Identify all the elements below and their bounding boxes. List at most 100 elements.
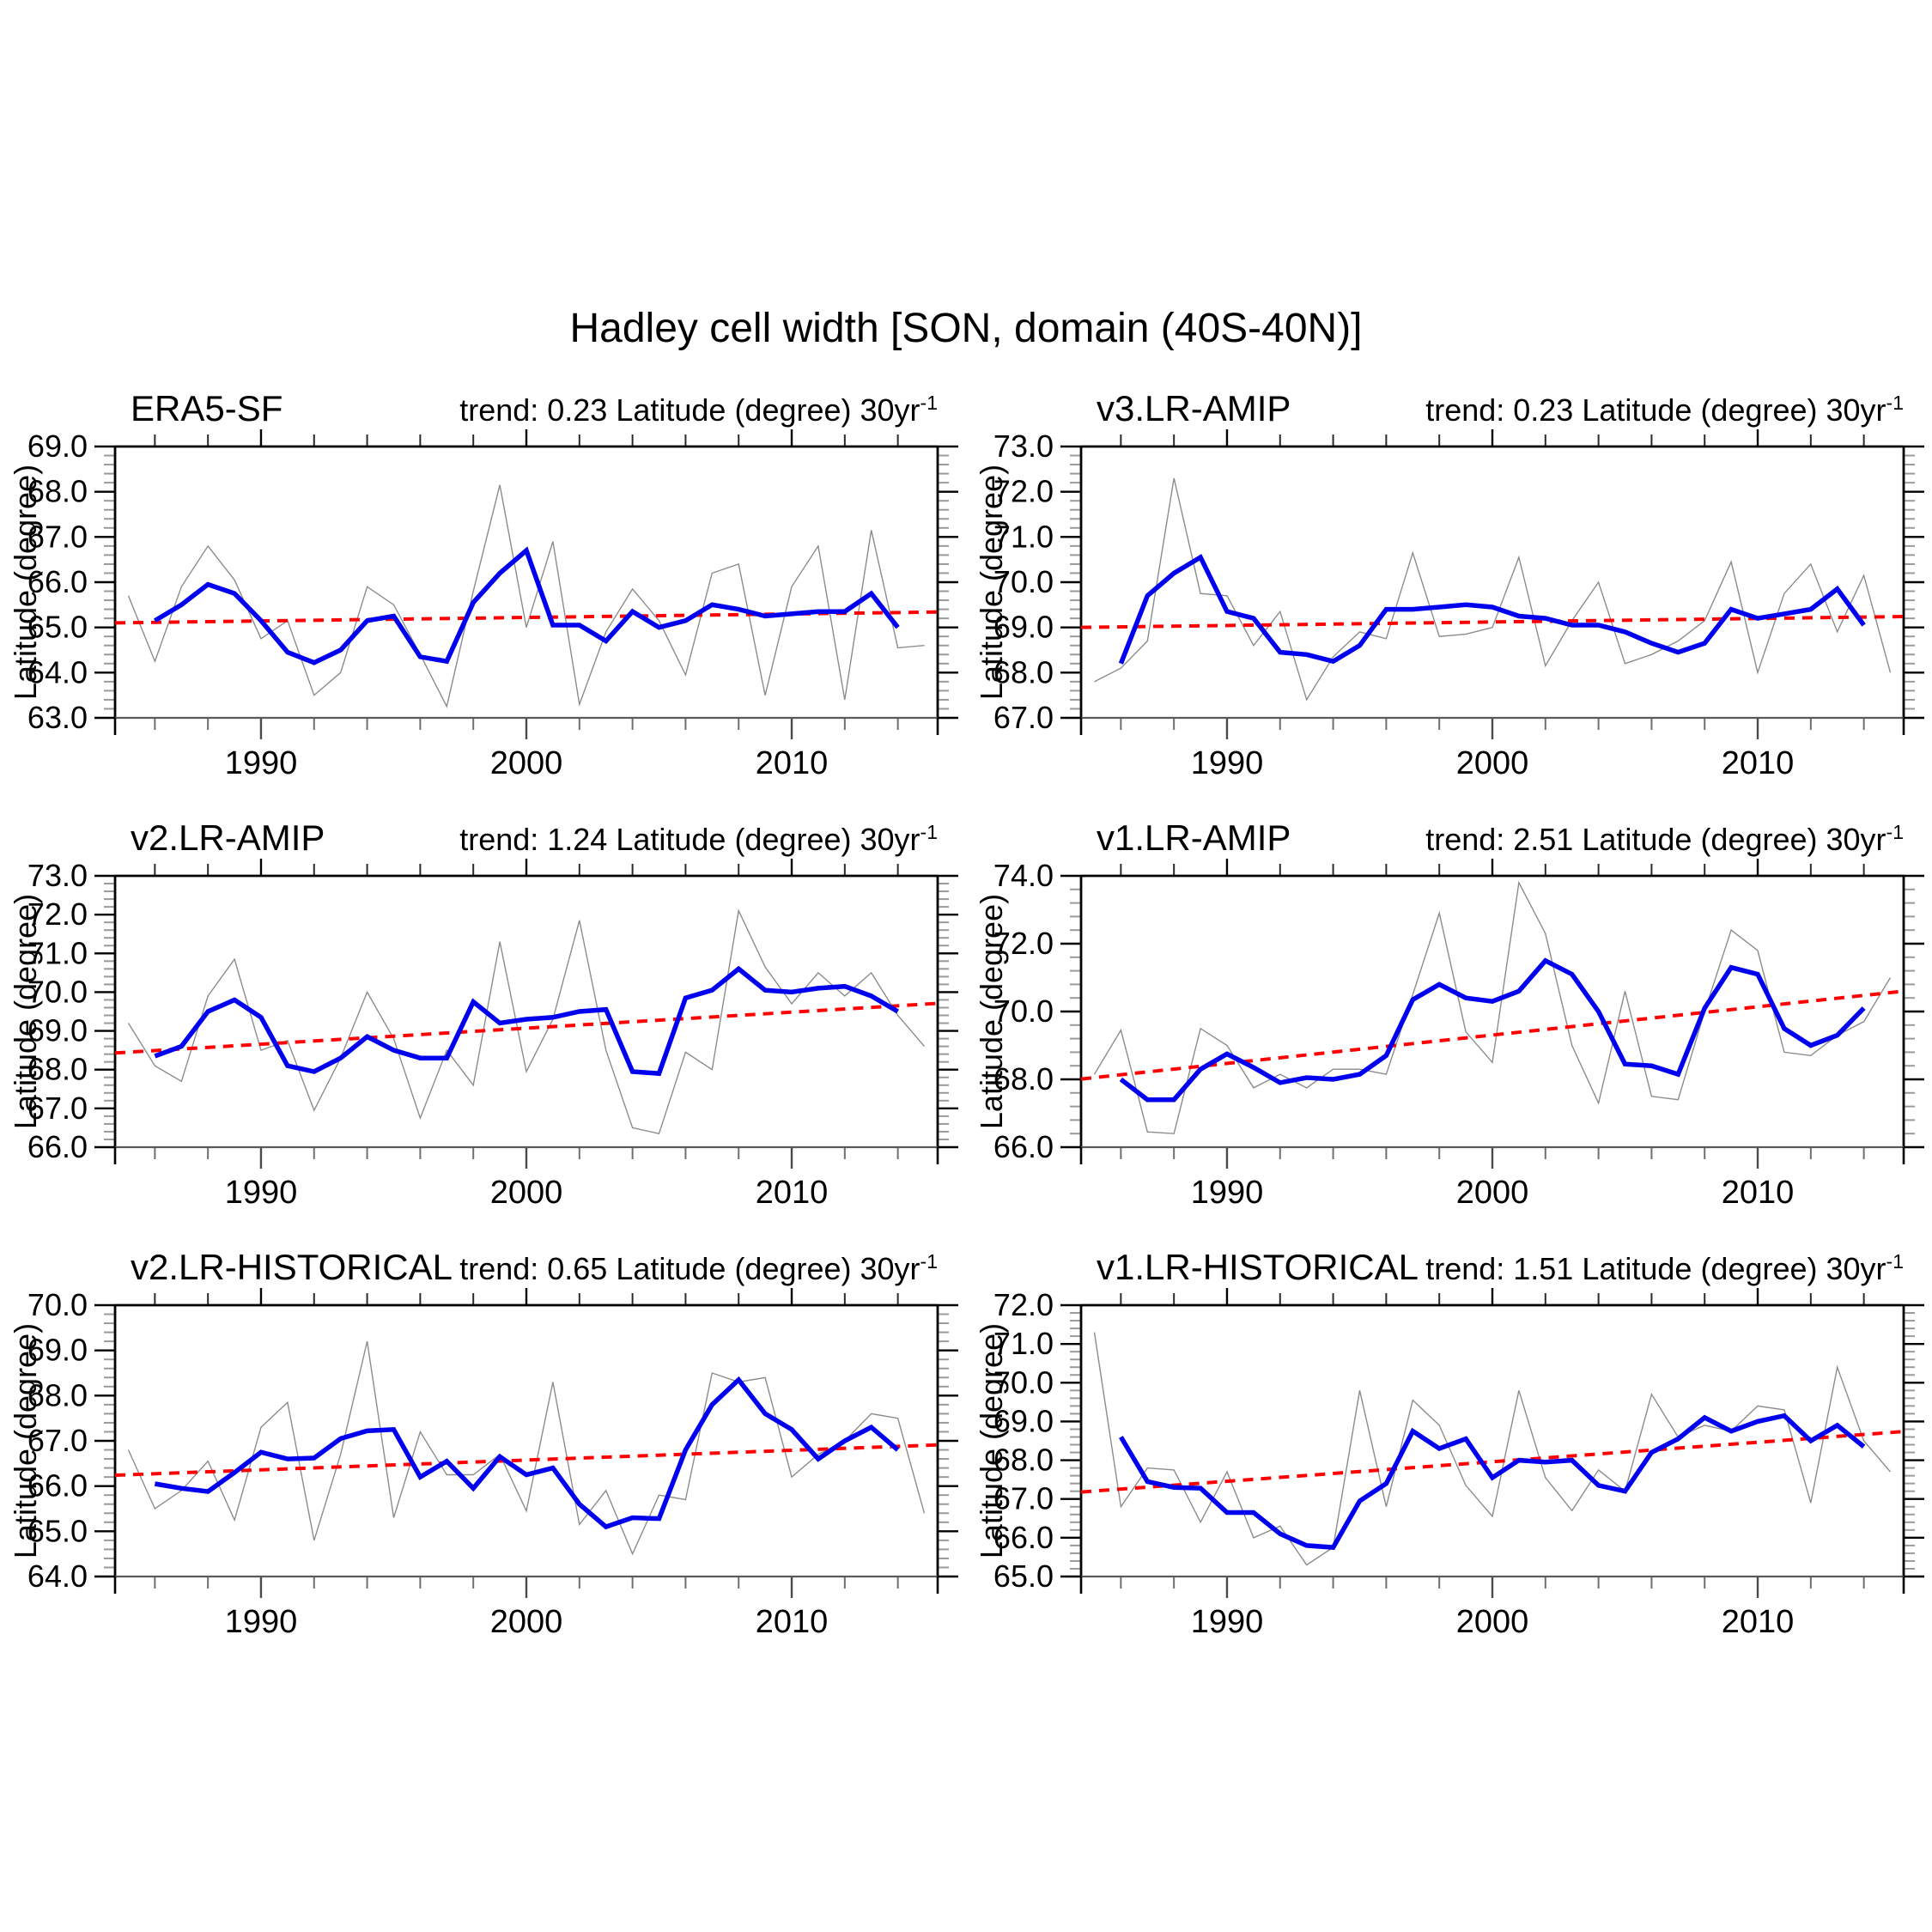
panel-header: v2.LR-AMIP trend: 1.24 Latitude (degree)… <box>131 817 938 859</box>
svg-text:2000: 2000 <box>490 1604 563 1640</box>
svg-text:67.0: 67.0 <box>27 1091 88 1126</box>
svg-text:73.0: 73.0 <box>27 859 88 893</box>
svg-text:69.0: 69.0 <box>27 429 88 464</box>
svg-text:65.0: 65.0 <box>993 1558 1054 1594</box>
trend-text: trend: 2.51 Latitude (degree) 30yr <box>1425 822 1886 857</box>
svg-text:71.0: 71.0 <box>27 935 88 970</box>
svg-text:1990: 1990 <box>1191 1604 1264 1640</box>
panel-trend-label: trend: 0.23 Latitude (degree) 30yr-1 <box>459 392 938 428</box>
svg-text:68.0: 68.0 <box>993 1443 1054 1478</box>
svg-text:68.0: 68.0 <box>27 1377 88 1413</box>
svg-text:70.0: 70.0 <box>993 564 1054 599</box>
trend-exponent: -1 <box>920 392 938 414</box>
svg-text:2010: 2010 <box>1722 1604 1795 1640</box>
panel-v2-lr-amip: v2.LR-AMIP trend: 1.24 Latitude (degree)… <box>0 807 966 1236</box>
svg-text:73.0: 73.0 <box>993 429 1054 464</box>
svg-text:66.0: 66.0 <box>27 1468 88 1504</box>
chart-canvas-v1-lr-historical: 65.066.0 67.068.0 69.070.071.0 72.0 1990 2000… <box>993 1288 1924 1640</box>
svg-text:65.0: 65.0 <box>27 1513 88 1548</box>
svg-text:68.0: 68.0 <box>993 654 1054 690</box>
svg-text:69.0: 69.0 <box>27 1013 88 1048</box>
svg-text:72.0: 72.0 <box>993 474 1054 509</box>
svg-text:2010: 2010 <box>756 1175 829 1211</box>
svg-text:66.0: 66.0 <box>993 1129 1054 1164</box>
svg-text:1990: 1990 <box>1191 745 1264 781</box>
panel-trend-label: trend: 0.65 Latitude (degree) 30yr-1 <box>459 1250 938 1287</box>
panel-v2-lr-historical: v2.LR-HISTORICAL trend: 0.65 Latitude (d… <box>0 1236 966 1666</box>
svg-text:1990: 1990 <box>225 1175 298 1211</box>
panel-header: v3.LR-AMIP trend: 0.23 Latitude (degree)… <box>1097 388 1904 429</box>
svg-text:71.0: 71.0 <box>993 1326 1054 1361</box>
svg-text:72.0: 72.0 <box>993 926 1054 961</box>
trend-exponent: -1 <box>1886 1250 1904 1273</box>
svg-text:66.0: 66.0 <box>27 1129 88 1164</box>
svg-text:65.0: 65.0 <box>27 610 88 645</box>
chart-canvas-v2-lr-historical: 64.0 65.0 66.0 67.0 68.0 69.0 70.0 1990 2000 2010 <box>27 1288 958 1640</box>
svg-text:1990: 1990 <box>1191 1175 1264 1211</box>
panel-trend-label: trend: 1.51 Latitude (degree) 30yr-1 <box>1425 1250 1904 1287</box>
svg-text:70.0: 70.0 <box>27 1288 88 1322</box>
trend-exponent: -1 <box>920 821 938 843</box>
svg-text:72.0: 72.0 <box>993 1288 1054 1322</box>
svg-text:63.0: 63.0 <box>27 700 88 735</box>
svg-text:67.0: 67.0 <box>993 700 1054 735</box>
panel-header: v1.LR-AMIP trend: 2.51 Latitude (degree)… <box>1097 817 1904 859</box>
panels-grid: ERA5-SF trend: 0.23 Latitude (degree) 30… <box>0 378 1932 1666</box>
panel-title: ERA5-SF <box>131 388 283 428</box>
panel-header: v1.LR-HISTORICAL trend: 1.51 Latitude (d… <box>1097 1247 1904 1288</box>
svg-text:2010: 2010 <box>1722 1175 1795 1211</box>
panel-header: v2.LR-HISTORICAL trend: 0.65 Latitude (d… <box>131 1247 938 1288</box>
panel-title: v1.LR-AMIP <box>1097 817 1291 858</box>
trend-text: trend: 0.65 Latitude (degree) 30yr <box>459 1251 920 1286</box>
trend-exponent: -1 <box>1886 821 1904 843</box>
svg-text:2010: 2010 <box>1722 745 1795 781</box>
panel-v1-lr-amip: v1.LR-AMIP trend: 2.51 Latitude (degree)… <box>966 807 1932 1236</box>
trend-text: trend: 0.23 Latitude (degree) 30yr <box>1425 392 1886 428</box>
svg-text:66.0: 66.0 <box>27 564 88 599</box>
chart-canvas-v2-lr-amip: 66.067.0 68.0 69.0 70.0 71.072.073.0 1990 2000… <box>27 859 958 1211</box>
panel-trend-label: trend: 0.23 Latitude (degree) 30yr-1 <box>1425 392 1904 428</box>
svg-text:70.0: 70.0 <box>27 974 88 1009</box>
svg-text:64.0: 64.0 <box>27 654 88 690</box>
trend-text: trend: 1.51 Latitude (degree) 30yr <box>1425 1251 1886 1286</box>
svg-text:71.0: 71.0 <box>993 519 1054 554</box>
svg-text:66.0: 66.0 <box>993 1520 1054 1555</box>
panel-trend-label: trend: 1.24 Latitude (degree) 30yr-1 <box>459 821 938 858</box>
trend-exponent: -1 <box>920 1250 938 1273</box>
panel-title: v1.LR-HISTORICAL <box>1097 1247 1419 1287</box>
panel-v3-lr-amip: v3.LR-AMIP trend: 0.23 Latitude (degree)… <box>966 378 1932 807</box>
svg-text:64.0: 64.0 <box>27 1558 88 1594</box>
svg-text:2010: 2010 <box>756 745 829 781</box>
svg-text:68.0: 68.0 <box>993 1061 1054 1097</box>
svg-text:70.0: 70.0 <box>993 1364 1054 1400</box>
svg-text:68.0: 68.0 <box>27 1052 88 1087</box>
panel-title: v2.LR-HISTORICAL <box>131 1247 453 1287</box>
svg-text:69.0: 69.0 <box>27 1333 88 1368</box>
svg-text:1990: 1990 <box>225 745 298 781</box>
svg-text:74.0: 74.0 <box>993 859 1054 893</box>
panel-title: v3.LR-AMIP <box>1097 388 1291 428</box>
svg-text:67.0: 67.0 <box>993 1481 1054 1516</box>
svg-text:72.0: 72.0 <box>27 896 88 932</box>
figure-title: Hadley cell width [SON, domain (40S-40N)… <box>569 306 1363 351</box>
svg-text:2000: 2000 <box>1456 1604 1529 1640</box>
svg-text:67.0: 67.0 <box>27 1423 88 1458</box>
svg-text:2000: 2000 <box>1456 745 1529 781</box>
svg-text:69.0: 69.0 <box>993 610 1054 645</box>
svg-text:69.0: 69.0 <box>993 1403 1054 1438</box>
panel-era5-sf: ERA5-SF trend: 0.23 Latitude (degree) 30… <box>0 378 966 807</box>
chart-canvas-v3-lr-amip: 67.0 68.0 69.0 70.0 71.0 72.0 73.0 1990 2000 2010 <box>993 429 1924 781</box>
panel-title: v2.LR-AMIP <box>131 817 325 858</box>
svg-text:2000: 2000 <box>490 745 563 781</box>
svg-text:67.0: 67.0 <box>27 519 88 554</box>
svg-text:2000: 2000 <box>490 1175 563 1211</box>
trend-exponent: -1 <box>1886 392 1904 414</box>
panel-trend-label: trend: 2.51 Latitude (degree) 30yr-1 <box>1425 821 1904 858</box>
svg-text:70.0: 70.0 <box>993 993 1054 1029</box>
trend-text: trend: 0.23 Latitude (degree) 30yr <box>459 392 920 428</box>
svg-text:68.0: 68.0 <box>27 474 88 509</box>
svg-text:2010: 2010 <box>756 1604 829 1640</box>
panel-header: ERA5-SF trend: 0.23 Latitude (degree) 30… <box>131 388 938 429</box>
chart-canvas-era5-sf: 63.0 64.0 65.0 66.0 67.0 68.0 69.0 1990 2000 2010 <box>27 429 958 781</box>
panel-v1-lr-historical: v1.LR-HISTORICAL trend: 1.51 Latitude (d… <box>966 1236 1932 1666</box>
